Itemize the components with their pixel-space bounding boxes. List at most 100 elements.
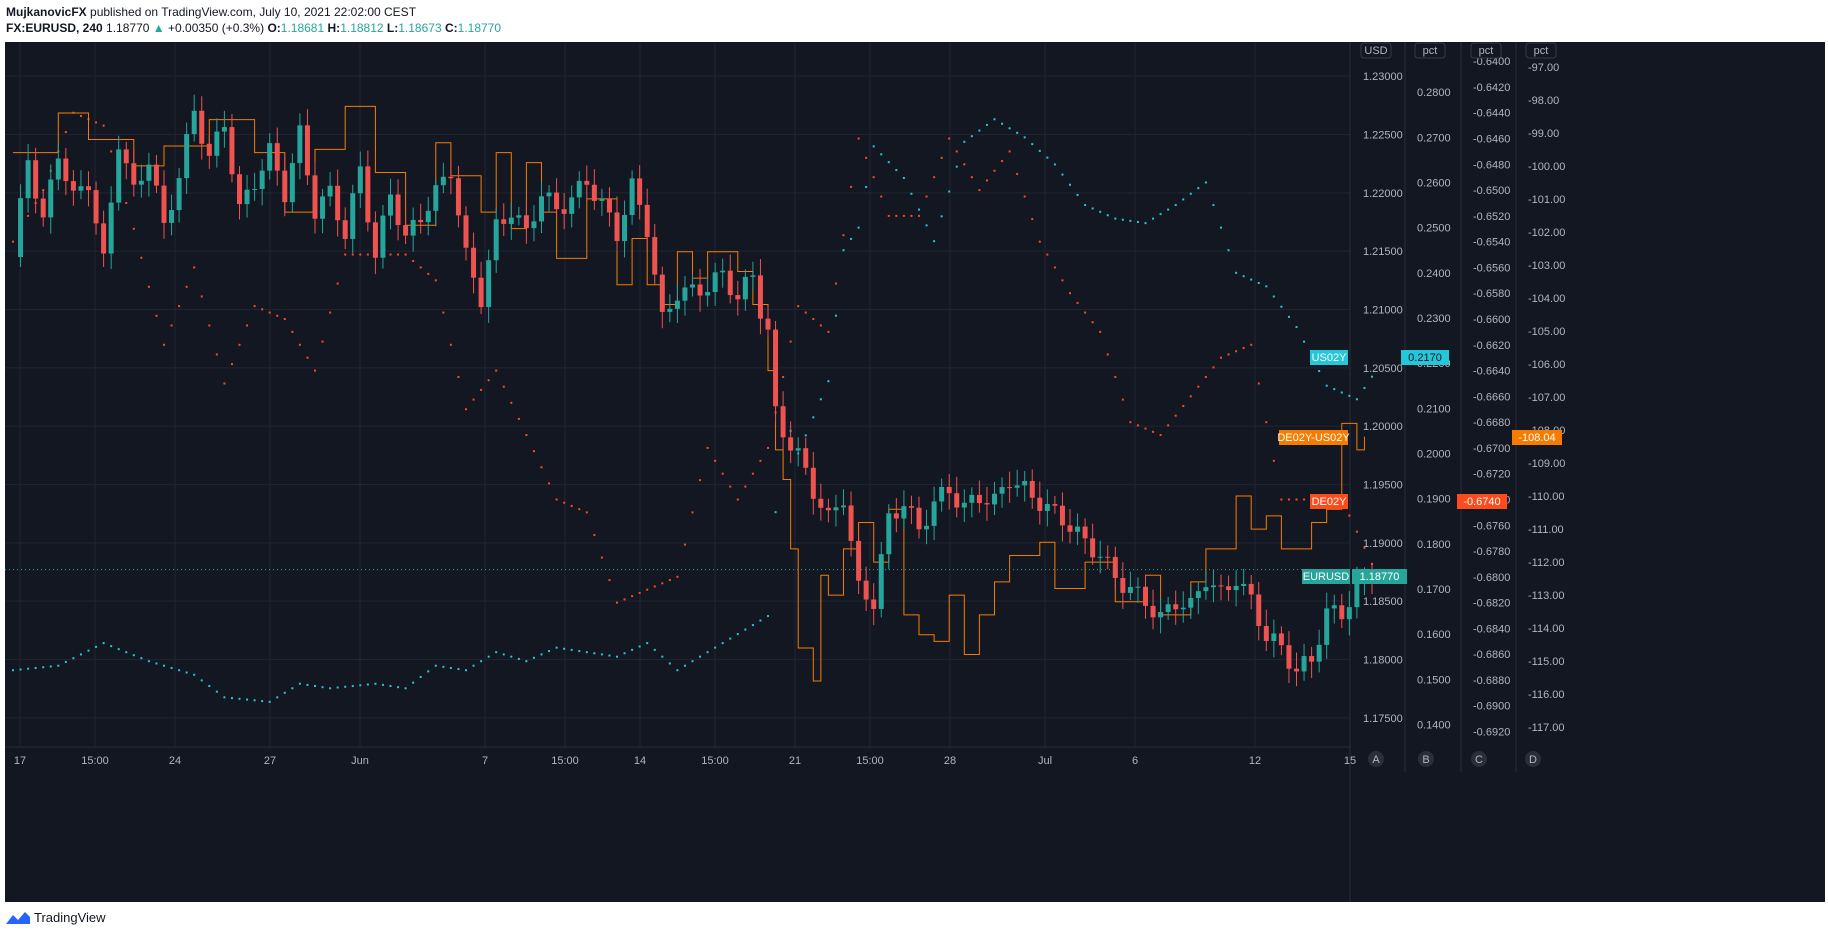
y-tick-label: -0.6480 [1473,159,1510,171]
y-tick-label: 0.1700 [1417,584,1451,596]
us02y-dot [751,624,754,627]
de02y-dot [744,485,747,488]
candle-body [1052,504,1058,506]
de02y-dot [1250,343,1253,346]
us02y-dot [540,653,543,656]
de02y-dot [132,227,135,230]
de02y-dot [661,582,664,585]
us02y-dot [578,650,581,653]
open-label: O: [267,21,281,35]
candle-body [161,185,167,223]
de02y-dot [344,253,347,256]
candle-body [199,110,205,144]
series-name-tag [1302,569,1350,584]
candle-body [1256,594,1262,626]
candle-body [584,180,590,185]
candle-body [893,513,899,519]
us02y-dot [246,698,249,701]
candle-body [206,143,212,156]
us02y-dot [834,314,837,317]
de02y-dot [178,305,181,308]
candle-body [803,448,809,468]
candle-body [992,493,997,505]
candle-body [1188,597,1194,608]
de02y-dot [1129,421,1132,424]
de02y-dot [1144,427,1147,430]
de02y-dot [902,214,905,217]
us02y-dot [117,648,120,651]
de02y-dot [472,398,475,401]
candle-body [939,486,945,502]
us02y-dot [419,676,422,678]
candle-body [916,507,922,530]
candle-body [455,178,461,216]
candle-body [169,210,175,223]
us02y-dot [64,660,67,663]
us02y-dot [268,700,271,703]
us02y-dot [1265,285,1268,288]
axis-letter-badge [1471,751,1487,767]
us02y-dot [208,685,211,688]
de02y-dot [155,314,158,317]
us02y-dot [12,669,14,672]
x-tick-label: 15:00 [551,755,579,767]
candles-layer [18,94,1375,687]
candle-body [901,506,907,519]
price-value-text: 1.18770 [1360,571,1400,583]
series-name-tag [1310,350,1348,365]
de02y-dot [27,214,30,217]
de02y-dot [948,137,951,140]
candle-body [1294,668,1299,672]
tradingview-brand[interactable]: TradingView [34,910,106,925]
y-tick-label: -114.00 [1528,623,1565,635]
high-label: H: [327,21,341,35]
candle-body [191,110,197,135]
y-tick-label: -98.00 [1528,95,1559,107]
de02y-dot [208,324,211,327]
us02y-dot [774,511,777,514]
candle-body [591,184,597,201]
candle-body [395,194,401,226]
us02y-dot [631,648,634,651]
candle-body [908,506,914,508]
author-name[interactable]: MujkanovicFX [6,5,87,19]
y-tick-label: -0.6420 [1473,82,1510,94]
us02y-dot [442,665,445,668]
us02y-dot [608,654,611,657]
us02y-dot [230,697,233,700]
de02y-dot [163,343,165,346]
candle-body [735,295,741,300]
candle-body [833,507,839,511]
us02y-dot [1272,295,1275,298]
de02y-dot [193,266,196,269]
de02y-dot [865,156,868,159]
us02y-dot [1016,131,1019,134]
candle-body [1271,633,1277,641]
de02y-dot [1348,514,1351,517]
us02y-dot [1363,386,1366,389]
candle-body [289,163,295,203]
candle-body [1286,645,1292,669]
de02y-dot [200,295,203,298]
de02y-dot [442,311,445,314]
candle-body [176,178,182,211]
last-price: 1.18770 [106,21,150,35]
candle-body [1218,585,1224,587]
de02y-dot [1355,530,1358,533]
y-tick-label: 1.21500 [1363,246,1403,258]
us02y-dot [902,176,905,179]
candle-body [765,318,771,330]
candle-body [531,221,537,229]
y-tick-label: -106.00 [1528,359,1565,371]
y-tick-label: 1.20500 [1363,363,1403,375]
tradingview-footer: TradingView [6,910,106,925]
us02y-dot [351,685,354,688]
us02y-dot [1257,281,1260,284]
de02y-dot [933,176,936,179]
x-tick-label: 15:00 [701,755,729,767]
chart-panel[interactable]: 1.23000 1.22500 1.22000 1.21500 1.21000 1.205… [5,42,1825,902]
us02y-dot [1069,183,1071,186]
symbol-label[interactable]: FX:EURUSD, 240 [6,21,103,35]
candle-body [606,198,612,213]
price-chart[interactable]: 1.23000 1.22500 1.22000 1.21500 1.21000 1.205… [5,42,1825,902]
